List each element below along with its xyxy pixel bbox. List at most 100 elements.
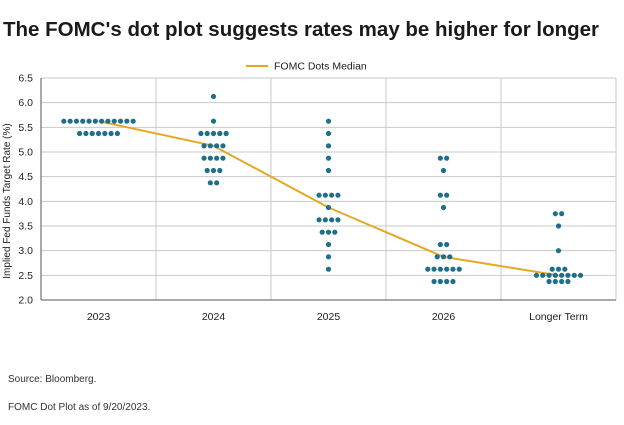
participant-dot xyxy=(210,118,217,124)
legend: FOMC Dots Median xyxy=(246,61,367,73)
participant-dot xyxy=(325,118,332,124)
participant-dot xyxy=(83,130,89,137)
participant-dot xyxy=(111,118,117,124)
participant-dot xyxy=(546,272,552,278)
participant-dot xyxy=(217,167,223,174)
participant-dot xyxy=(335,192,341,198)
source-note: Source: Bloomberg. xyxy=(8,374,97,385)
participant-dot xyxy=(444,278,450,285)
participant-dot xyxy=(431,266,437,272)
dots-layer xyxy=(61,93,584,285)
participant-dot xyxy=(325,266,332,272)
participant-dot xyxy=(540,272,546,278)
participant-dot xyxy=(198,130,204,137)
participant-dot xyxy=(440,204,447,211)
participant-dot xyxy=(322,217,328,223)
participant-dot xyxy=(329,217,335,223)
y-tick-label: 6.0 xyxy=(18,97,33,109)
participant-dot xyxy=(220,155,226,161)
participant-dot xyxy=(434,254,440,260)
participant-dot xyxy=(555,248,562,254)
participant-dot xyxy=(332,229,338,235)
participant-dot xyxy=(92,118,98,124)
participant-dot xyxy=(552,211,558,217)
participant-dot xyxy=(217,130,223,137)
x-tick-label: 2026 xyxy=(432,311,456,323)
axis-layer: 2.0 2.5 3.0 3.5 4.0 4.5 5.0 5.5 6.0 6.5 2023 2024 20… xyxy=(2,73,616,323)
participant-dot xyxy=(319,229,325,235)
participant-dot xyxy=(325,229,332,235)
x-tick-label: Longer Term xyxy=(529,311,588,323)
participant-dot xyxy=(214,143,220,149)
participant-dot xyxy=(114,130,120,137)
participant-dot xyxy=(316,192,322,198)
y-tick-label: 5.5 xyxy=(18,122,33,134)
participant-dot xyxy=(210,93,217,100)
chart-title: The FOMC's dot plot suggests rates may b… xyxy=(3,18,600,41)
participant-dot xyxy=(201,143,207,149)
participant-dot xyxy=(437,192,443,198)
participant-dot xyxy=(533,272,540,278)
participant-dot xyxy=(559,211,565,217)
participant-dot xyxy=(207,180,213,186)
participant-dot xyxy=(325,155,332,161)
participant-dot xyxy=(210,167,217,174)
participant-dot xyxy=(325,204,332,211)
participant-dot xyxy=(325,254,332,260)
y-tick-label: 5.0 xyxy=(18,147,33,159)
participant-dot xyxy=(204,167,210,174)
y-tick-label: 4.5 xyxy=(18,171,33,183)
participant-dot xyxy=(447,254,453,260)
participant-dot xyxy=(437,241,443,248)
participant-dot xyxy=(437,278,443,285)
participant-dot xyxy=(67,118,73,124)
participant-dot xyxy=(565,272,571,278)
y-tick-label: 3.0 xyxy=(18,245,33,257)
participant-dot xyxy=(437,266,443,272)
participant-dot xyxy=(322,192,328,198)
participant-dot xyxy=(207,143,213,149)
participant-dot xyxy=(437,155,443,161)
participant-dot xyxy=(89,130,95,137)
legend-label: FOMC Dots Median xyxy=(274,61,367,73)
participant-dot xyxy=(559,278,565,285)
participant-dot xyxy=(223,130,229,137)
participant-dot xyxy=(207,155,213,161)
participant-dot xyxy=(335,217,341,223)
participant-dot xyxy=(316,217,322,223)
participant-dot xyxy=(117,118,124,124)
participant-dot xyxy=(555,223,562,229)
participant-dot xyxy=(214,155,220,161)
participant-dot xyxy=(95,130,102,137)
participant-dot xyxy=(440,167,447,174)
y-tick-label: 2.5 xyxy=(18,270,33,282)
y-axis-title: Implied Fed Funds Target Rate (%) xyxy=(2,123,13,278)
participant-dot xyxy=(329,192,335,198)
participant-dot xyxy=(444,241,450,248)
participant-dot xyxy=(425,266,431,272)
participant-dot xyxy=(555,266,562,272)
y-tick-label: 2.0 xyxy=(18,295,33,307)
participant-dot xyxy=(577,272,584,278)
participant-dot xyxy=(108,130,114,137)
participant-dot xyxy=(552,272,558,278)
participant-dot xyxy=(562,266,568,272)
participant-dot xyxy=(214,180,220,186)
participant-dot xyxy=(440,254,447,260)
participant-dot xyxy=(86,118,92,124)
x-tick-label: 2024 xyxy=(202,311,226,323)
participant-dot xyxy=(444,155,450,161)
participant-dot xyxy=(549,266,555,272)
participant-dot xyxy=(77,130,83,137)
participant-dot xyxy=(571,272,577,278)
participant-dot xyxy=(559,272,565,278)
participant-dot xyxy=(210,130,217,137)
participant-dot xyxy=(105,118,111,124)
participant-dot xyxy=(130,118,136,124)
y-tick-label: 6.5 xyxy=(18,73,33,85)
participant-dot xyxy=(444,266,450,272)
participant-dot xyxy=(325,241,332,248)
participant-dot xyxy=(201,155,207,161)
x-tick-label: 2025 xyxy=(317,311,341,323)
